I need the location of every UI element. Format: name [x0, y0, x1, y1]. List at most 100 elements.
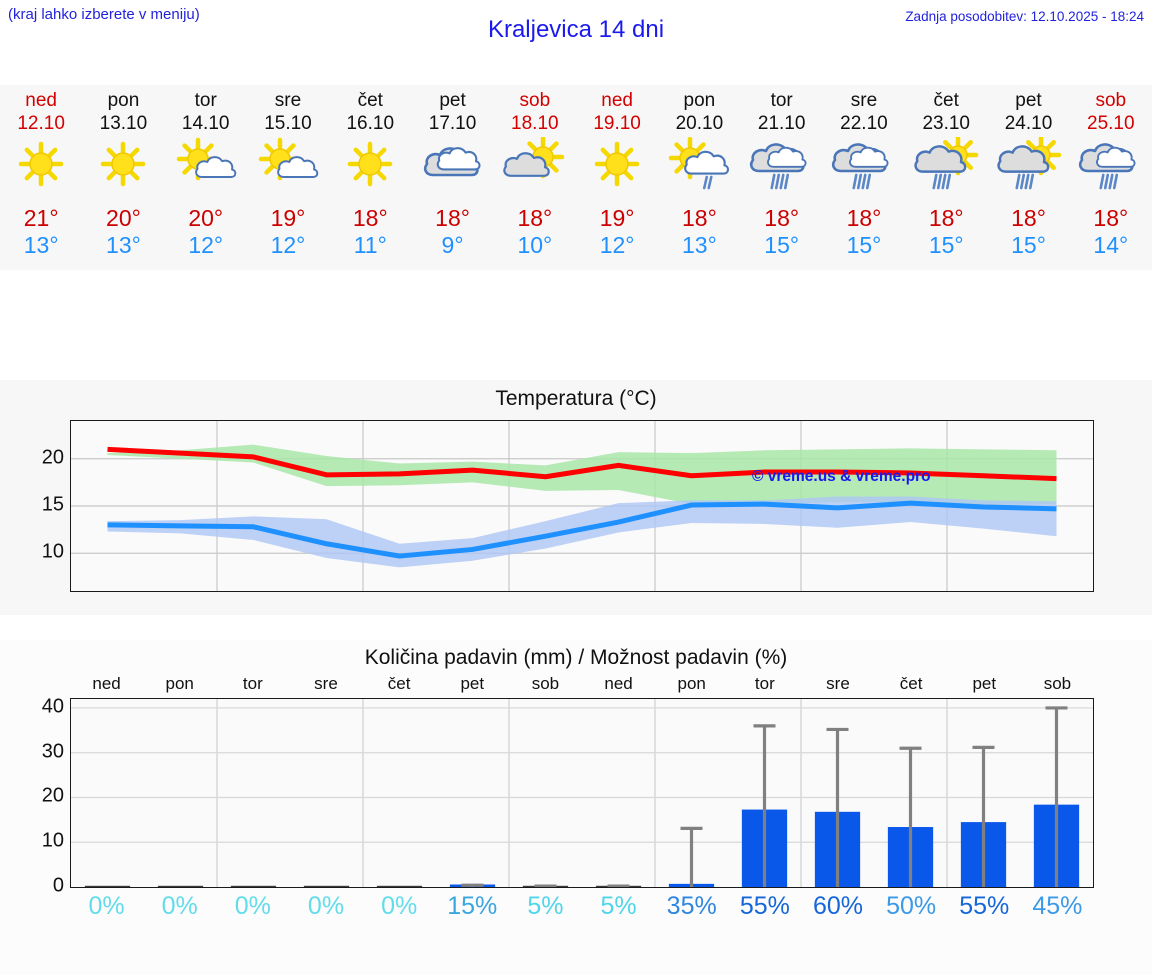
day-column[interactable]: tor 14.10 20° 12° — [165, 85, 247, 270]
day-date: 22.10 — [840, 113, 888, 134]
precipitation-probability: 35% — [666, 892, 717, 920]
day-column[interactable]: sob 18.10 18° 10° — [494, 85, 576, 270]
cloud-icon — [414, 137, 492, 195]
day-column[interactable]: čet 16.10 18° 11° — [329, 85, 411, 270]
temp-max: 18° — [682, 205, 717, 231]
temp-min: 13° — [23, 232, 59, 258]
temperature-chart: Temperatura (°C) 10 15 20 — [0, 380, 1152, 615]
day-column[interactable]: ned 12.10 21° 13° — [0, 85, 82, 270]
day-date: 17.10 — [428, 113, 477, 134]
day-column[interactable]: pet 24.10 18° 15° — [987, 85, 1069, 270]
day-column[interactable]: pon 13.10 20° 13° — [82, 85, 164, 270]
sun-icon — [331, 137, 409, 195]
day-date: 16.10 — [346, 113, 395, 134]
temp-max: 18° — [352, 205, 388, 231]
day-of-week: sob — [519, 90, 551, 111]
day-column[interactable]: ned 19.10 19° 12° — [576, 85, 658, 270]
watermark: © vreme.us & vreme.pro — [752, 468, 931, 485]
sun-cloud-icon — [249, 137, 327, 195]
day-of-week: ned — [601, 90, 633, 111]
y-tick-label: 20 — [41, 446, 64, 469]
sun-icon — [2, 137, 80, 195]
day-date: 20.10 — [675, 113, 724, 134]
precipitation-day-label: pon — [677, 674, 706, 693]
temp-min: 12° — [599, 232, 635, 258]
day-of-week: sre — [850, 90, 878, 111]
day-date: 19.10 — [593, 113, 641, 134]
day-column[interactable]: sre 15.10 19° 12° — [247, 85, 329, 270]
day-column[interactable]: pet 17.10 18° 9° — [411, 85, 493, 270]
precipitation-day-label: tor — [754, 674, 775, 693]
day-date: 25.10 — [1087, 113, 1135, 134]
temperature-y-axis: 10 15 20 — [0, 420, 64, 592]
temp-max: 19° — [270, 205, 306, 231]
precipitation-probability: 0% — [88, 892, 125, 920]
day-of-week: sre — [274, 90, 302, 111]
temp-max: 18° — [846, 205, 882, 231]
y-tick-label: 20 — [41, 784, 64, 807]
precipitation-day-label: ned — [604, 674, 633, 693]
temp-max: 18° — [1093, 205, 1129, 231]
y-tick-label: 15 — [41, 493, 64, 516]
day-column[interactable]: sre 22.10 18° 15° — [823, 85, 905, 270]
sun-icon — [84, 137, 162, 195]
precipitation-probability: 0% — [381, 892, 418, 920]
cloud-rain-icon — [1072, 137, 1150, 195]
cloud-sun-rain-icon — [907, 137, 985, 195]
temp-max: 21° — [23, 205, 59, 231]
day-of-week: ned — [25, 90, 57, 111]
precipitation-probability: 5% — [527, 892, 564, 920]
precipitation-day-label: pet — [460, 674, 485, 693]
temp-max: 18° — [435, 205, 470, 231]
day-of-week: čet — [357, 90, 383, 111]
y-tick-label: 40 — [41, 695, 64, 718]
precipitation-day-label: čet — [899, 674, 923, 693]
temperature-chart-title: Temperatura (°C) — [495, 387, 657, 410]
cloud-sun-rain-icon — [990, 137, 1068, 195]
day-column[interactable]: tor 21.10 18° 15° — [741, 85, 823, 270]
precipitation-day-label: pon — [165, 674, 194, 693]
temp-min: 13° — [106, 232, 141, 258]
precipitation-y-axis: 0 10 20 30 40 — [0, 695, 64, 896]
y-tick-label: 30 — [41, 740, 64, 763]
precipitation-day-labels: ned pon tor sre čet pet sob ned pon tor sre čet pet s… — [70, 674, 1094, 696]
precipitation-day-label: čet — [387, 674, 411, 693]
precipitation-day-label: ned — [92, 674, 121, 693]
temp-min: 15° — [928, 232, 964, 258]
precipitation-plot-area — [70, 698, 1094, 888]
temp-min: 14° — [1093, 232, 1129, 258]
precipitation-day-label: sre — [314, 674, 338, 693]
day-column[interactable]: sob 25.10 18° 14° — [1070, 85, 1152, 270]
precipitation-day-label: sob — [1043, 674, 1072, 693]
precipitation-probability: 55% — [739, 892, 790, 920]
precipitation-day-label: sob — [531, 674, 560, 693]
day-of-week: tor — [770, 90, 793, 111]
daily-forecast-strip: ned 12.10 21° 13° pon 13.10 20° 13° tor 14.10 20°… — [0, 85, 1152, 270]
temp-max: 18° — [764, 205, 800, 231]
day-date: 18.10 — [511, 113, 559, 134]
temp-min: 9° — [441, 232, 464, 258]
temp-min: 13° — [682, 232, 717, 258]
temp-max: 19° — [599, 205, 635, 231]
precipitation-probability: 0% — [234, 892, 271, 920]
precipitation-day-label: tor — [242, 674, 263, 693]
precipitation-day-label: pet — [972, 674, 997, 693]
menu-hint: (kraj lahko izberete v meniju) — [8, 6, 200, 23]
temperature-plot-area — [70, 420, 1094, 592]
day-of-week: pet — [1015, 90, 1042, 111]
page-title: Kraljevica 14 dni — [487, 16, 665, 43]
page-header: (kraj lahko izberete v meniju) Kraljevic… — [0, 0, 1152, 85]
day-date: 24.10 — [1004, 113, 1053, 134]
precipitation-probability-row: 0% 0% 0% 0% 0% 15% 5% 5% 35% 55% 60% 50% 55% 45% — [70, 892, 1094, 932]
day-column[interactable]: čet 23.10 18° 15° — [905, 85, 987, 270]
temp-max: 18° — [517, 205, 553, 231]
day-column[interactable]: pon 20.10 18° 13° — [658, 85, 740, 270]
temp-min: 10° — [517, 232, 553, 258]
day-of-week: tor — [194, 90, 217, 111]
temp-max: 20° — [188, 205, 224, 231]
precipitation-probability: 0% — [161, 892, 198, 920]
day-date: 15.10 — [264, 113, 312, 134]
y-tick-label: 0 — [52, 874, 64, 897]
cloud-rain-icon — [743, 137, 821, 195]
temp-min: 15° — [1011, 232, 1046, 258]
